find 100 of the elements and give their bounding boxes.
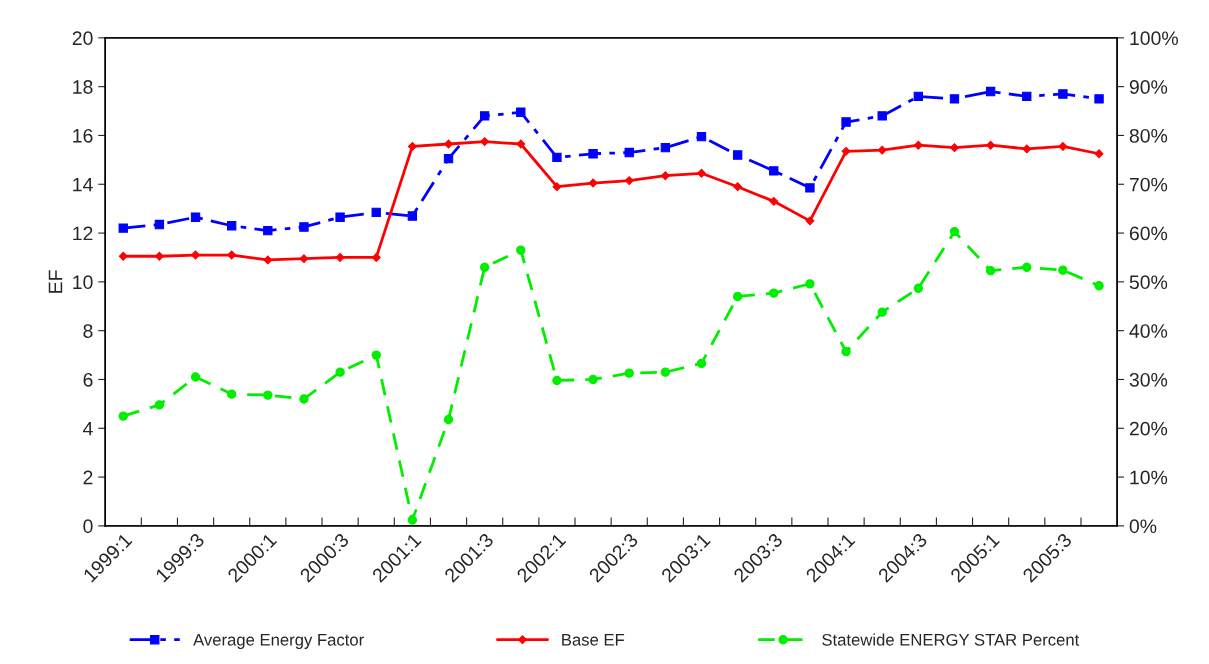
y2-tick-label: 10% <box>1130 470 1168 485</box>
y2-tick-label: 70% <box>1129 177 1168 192</box>
point <box>444 139 453 149</box>
point <box>226 221 237 231</box>
point <box>371 350 381 360</box>
point <box>263 225 273 236</box>
point <box>299 254 309 264</box>
y2-tick-label: 90% <box>1129 80 1168 94</box>
point <box>841 117 851 127</box>
y-tick-label: 6 <box>83 372 93 387</box>
point <box>407 515 418 525</box>
point <box>950 143 959 153</box>
point <box>986 140 996 150</box>
point <box>479 111 490 121</box>
point <box>226 389 237 399</box>
point <box>805 279 815 289</box>
point <box>841 146 851 156</box>
point <box>516 107 526 117</box>
point <box>118 411 128 421</box>
point <box>263 390 273 400</box>
y2-tick-label: 100% <box>1130 31 1178 46</box>
point <box>552 375 562 386</box>
point <box>805 183 815 193</box>
point <box>1058 265 1068 275</box>
legend-label: Average Energy Factor <box>193 634 364 649</box>
y2-tick-label: 0% <box>1129 519 1157 534</box>
point <box>1058 89 1068 99</box>
point <box>877 111 887 121</box>
point <box>769 288 779 298</box>
point <box>371 253 381 262</box>
y-tick-label: 8 <box>83 324 93 338</box>
point <box>335 212 345 222</box>
y-tick-label: 10 <box>73 275 93 290</box>
point <box>696 358 707 369</box>
point <box>371 207 381 218</box>
point <box>697 168 706 178</box>
point <box>1058 141 1068 151</box>
y2-tick-label: 50% <box>1129 275 1168 290</box>
point <box>949 226 960 237</box>
y2-tick-label: 20% <box>1129 421 1168 436</box>
point <box>443 414 454 425</box>
point <box>154 219 165 230</box>
y-tick-label: 20 <box>72 31 93 46</box>
point <box>299 394 309 404</box>
point <box>191 250 200 260</box>
point <box>588 149 598 159</box>
point <box>985 86 996 97</box>
point <box>732 291 743 302</box>
point <box>480 137 490 147</box>
point <box>913 140 923 150</box>
point <box>624 147 634 158</box>
y-tick-label: 14 <box>73 177 93 192</box>
point <box>949 94 960 104</box>
point <box>913 91 924 102</box>
point <box>154 251 164 261</box>
point <box>1094 94 1104 104</box>
point <box>190 212 201 222</box>
point <box>118 251 128 261</box>
point <box>1022 91 1032 102</box>
point <box>154 400 165 410</box>
point <box>407 141 417 151</box>
point <box>1094 149 1104 159</box>
point <box>877 145 887 155</box>
point <box>696 131 707 142</box>
point <box>190 372 201 382</box>
y-tick-label: 18 <box>73 80 93 94</box>
point <box>624 368 634 378</box>
point <box>227 250 237 260</box>
point <box>335 367 345 377</box>
point <box>118 223 128 233</box>
point <box>985 265 996 276</box>
y2-tick-label: 60% <box>1129 226 1168 241</box>
point <box>660 142 671 153</box>
y-axis-title: EF <box>48 270 63 293</box>
point <box>335 253 345 262</box>
y2-tick-label: 80% <box>1129 128 1168 143</box>
point <box>624 176 634 186</box>
point <box>769 166 779 176</box>
y-tick-label: 4 <box>83 421 93 436</box>
point <box>841 346 851 357</box>
point <box>552 182 562 192</box>
point <box>407 211 418 221</box>
y2-tick-label: 30% <box>1129 372 1168 387</box>
y-tick-label: 0 <box>83 519 93 534</box>
point <box>805 216 815 226</box>
y-tick-label: 16 <box>73 128 93 143</box>
point <box>443 153 454 164</box>
point <box>913 283 924 293</box>
legend-label: Base EF <box>562 634 625 646</box>
legend-label: Statewide ENERGY STAR Percent <box>822 633 1080 646</box>
y2-tick-label: 40% <box>1129 324 1168 338</box>
point <box>479 262 490 272</box>
point <box>877 307 887 317</box>
point <box>516 139 526 149</box>
point <box>588 178 598 188</box>
point <box>516 245 526 255</box>
y-tick-label: 2 <box>83 470 93 485</box>
point <box>588 374 598 385</box>
point <box>769 196 779 206</box>
point <box>660 367 671 377</box>
